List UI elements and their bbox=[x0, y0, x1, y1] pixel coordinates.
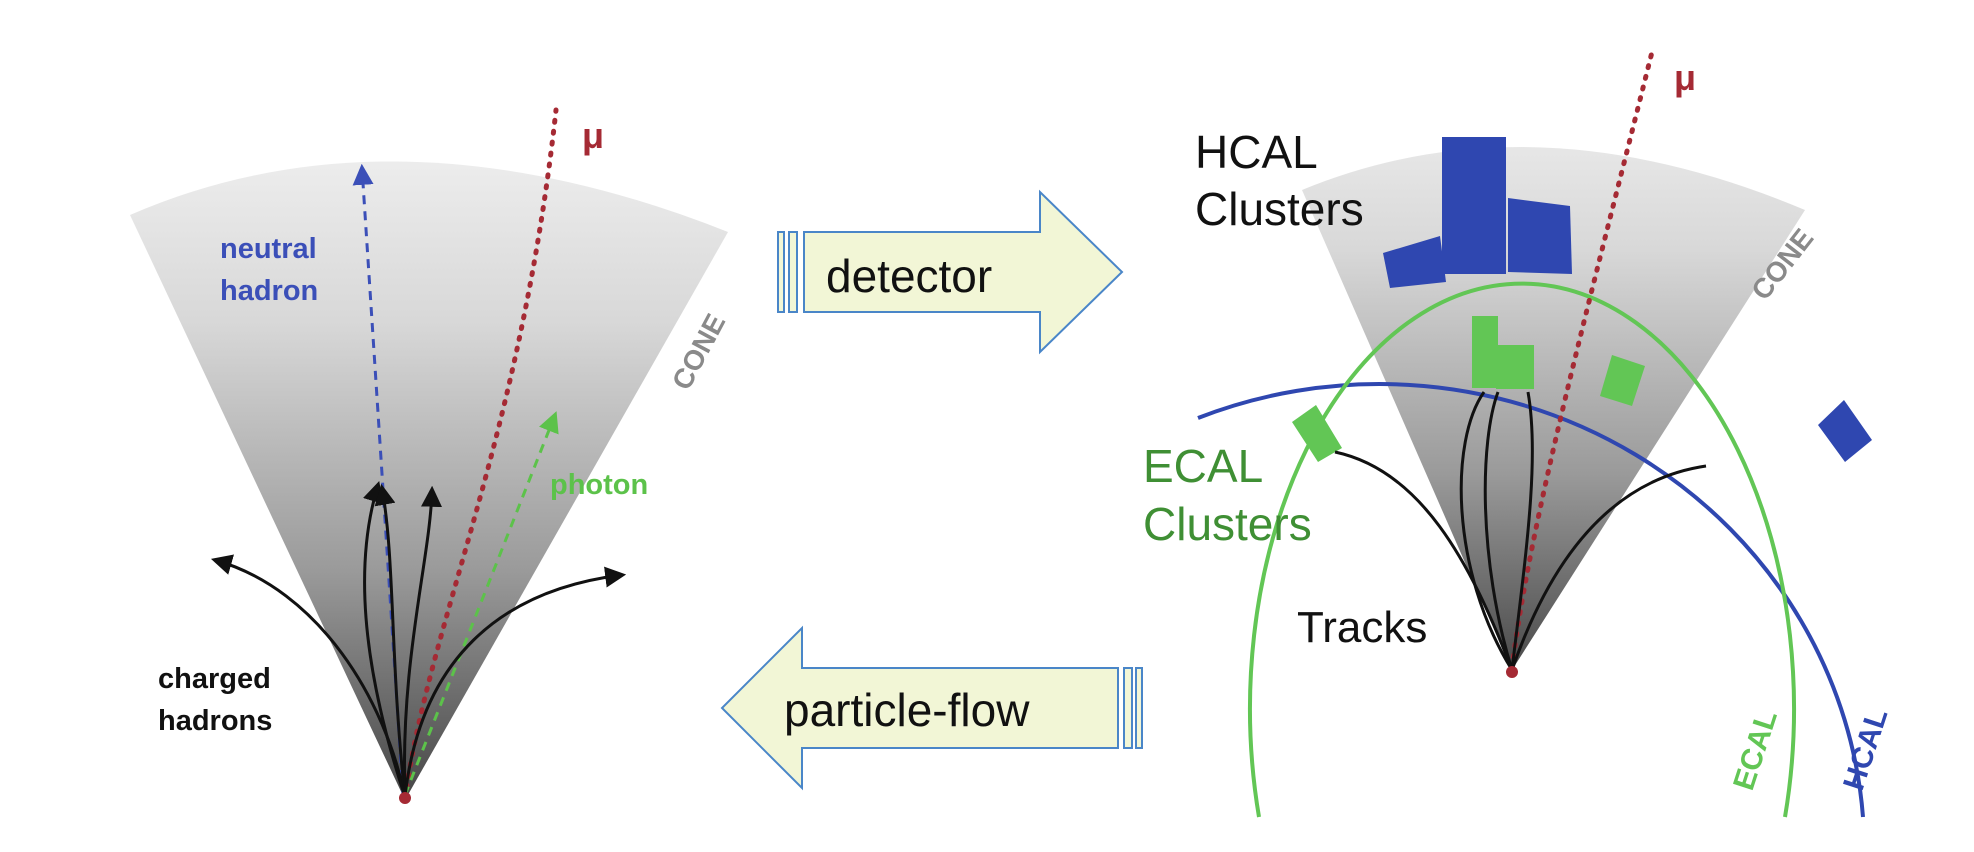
ecal-clusters-label-2: Clusters bbox=[1143, 498, 1312, 550]
left-cone bbox=[130, 161, 728, 800]
hcal-cluster-1 bbox=[1383, 236, 1446, 288]
photon-label: photon bbox=[550, 469, 648, 501]
ecal-ring bbox=[1248, 281, 1796, 818]
hcal-clusters bbox=[1383, 137, 1872, 462]
hcal-clusters-label-1: HCAL bbox=[1195, 126, 1318, 178]
charged-hadrons-label-2: hadrons bbox=[158, 705, 272, 737]
right-vertex bbox=[1506, 666, 1518, 678]
hcal-cluster-2 bbox=[1442, 137, 1506, 274]
photon-track bbox=[403, 411, 559, 796]
particle-flow-arrow: particle-flow bbox=[720, 625, 1143, 791]
detector-arrow: detector bbox=[777, 189, 1124, 355]
ecal-clusters-label-1: ECAL bbox=[1143, 440, 1263, 492]
left-vertex bbox=[399, 792, 411, 804]
neutral-hadron-label-2: hadron bbox=[220, 275, 318, 307]
left-muon-label: μ bbox=[582, 115, 604, 156]
ecal-clusters bbox=[1292, 316, 1645, 462]
neutral-hadron-label-1: neutral bbox=[220, 233, 317, 265]
hcal-cluster-4 bbox=[1818, 400, 1872, 462]
right-muon-label: μ bbox=[1674, 57, 1696, 98]
detector-label: detector bbox=[826, 250, 992, 302]
ecal-ring-label: ECAL bbox=[1727, 706, 1784, 794]
ecal-cluster-1 bbox=[1292, 405, 1342, 462]
hcal-clusters-label-2: Clusters bbox=[1195, 183, 1364, 235]
right-charged-tracks bbox=[1334, 391, 1707, 671]
ecal-cluster-2 bbox=[1472, 316, 1498, 388]
left-muon-track bbox=[402, 107, 559, 801]
charged-hadrons-label-1: charged bbox=[158, 663, 271, 695]
particle-flow-label: particle-flow bbox=[784, 684, 1030, 736]
right-panel: CONE μ HCAL bbox=[1143, 49, 1894, 818]
ecal-cluster-3 bbox=[1496, 345, 1534, 389]
charged-hadron-tracks bbox=[210, 480, 627, 798]
ecal-cluster-4 bbox=[1600, 355, 1645, 406]
hcal-cluster-3 bbox=[1508, 198, 1572, 274]
tracks-label: Tracks bbox=[1297, 603, 1427, 652]
hcal-ring bbox=[1197, 382, 1865, 818]
right-muon-track bbox=[1509, 49, 1655, 671]
left-panel: CONE μ neutral hadron photon charged had… bbox=[130, 107, 731, 804]
